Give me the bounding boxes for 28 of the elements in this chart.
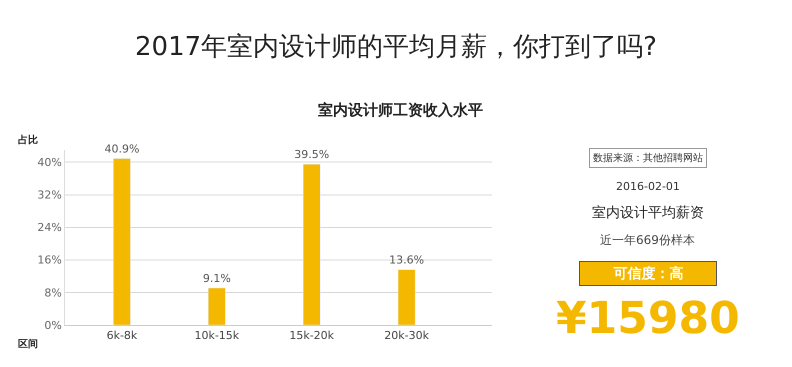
source-note: 数据来源：其他招聘网站 [593, 152, 703, 164]
data-label: 13.6% [389, 254, 424, 267]
x-axis-title: 区间 [18, 338, 38, 350]
y-tick-label: 0% [44, 318, 62, 332]
y-tick-label: 16% [37, 254, 62, 267]
x-tick-label: 6k-8k [106, 329, 138, 342]
data-label: 40.9% [104, 142, 140, 156]
chart-subtitle: 室内设计师工资收入水平 [318, 101, 483, 119]
x-tick-label: 10k-15k [194, 329, 240, 342]
data-label: 9.1% [202, 272, 231, 285]
bar [208, 288, 226, 325]
x-tick-label: 20k-30k [384, 329, 430, 342]
y-axis-title: 占比 [18, 134, 38, 146]
y-tick-label: 40% [37, 156, 62, 170]
text: ¥15980 [556, 293, 740, 344]
y-tick-label: 32% [37, 188, 62, 202]
text: 2016-02-01 [616, 180, 680, 193]
y-tick-label: 24% [37, 221, 62, 234]
bar [302, 164, 320, 325]
bar [113, 158, 131, 325]
data-label: 39.5% [294, 148, 330, 162]
text: 室内设计平均薪资 [592, 205, 704, 221]
y-tick-label: 8% [44, 286, 62, 300]
bar [398, 269, 416, 325]
chart-title: 2017年室内设计师的平均月薪，你打到了吗? [135, 32, 657, 62]
x-tick-label: 15k-20k [289, 329, 335, 342]
text: 近一年669份样本 [600, 233, 695, 247]
text: 可信度：高 [612, 265, 684, 282]
